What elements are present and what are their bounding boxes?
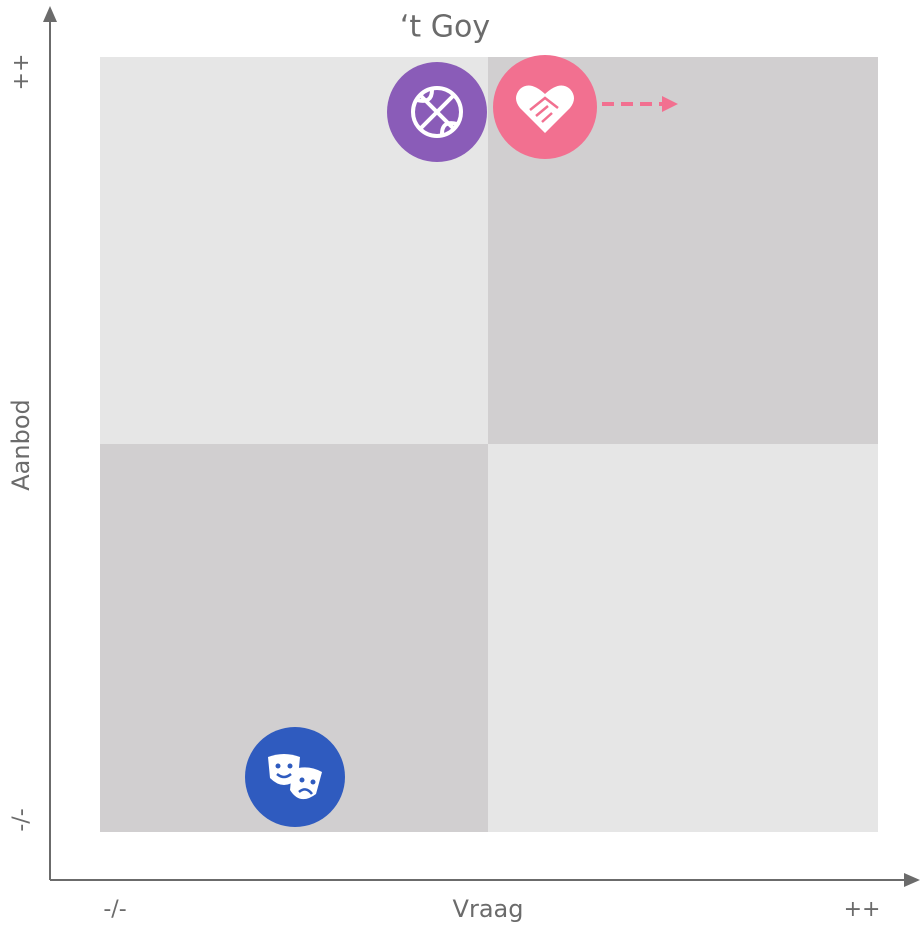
y-low-label: -/-: [9, 808, 34, 831]
y-high-label: ++: [9, 54, 34, 91]
quadrant-bottom-right: [488, 444, 878, 832]
dashed-arrow: [602, 96, 678, 112]
x-axis-arrow: [904, 873, 920, 887]
x-low-label: -/-: [103, 897, 126, 922]
y-axis-arrow: [43, 6, 57, 22]
title: ‘t Goy: [400, 10, 490, 45]
theatre-masks-icon: [245, 727, 345, 827]
y-axis-label: Aanbod: [7, 399, 35, 491]
heart-handshake-icon: [493, 55, 597, 159]
x-axis-label: Vraag: [453, 895, 524, 923]
basketball-icon: [387, 62, 487, 162]
x-high-label: ++: [844, 897, 881, 922]
